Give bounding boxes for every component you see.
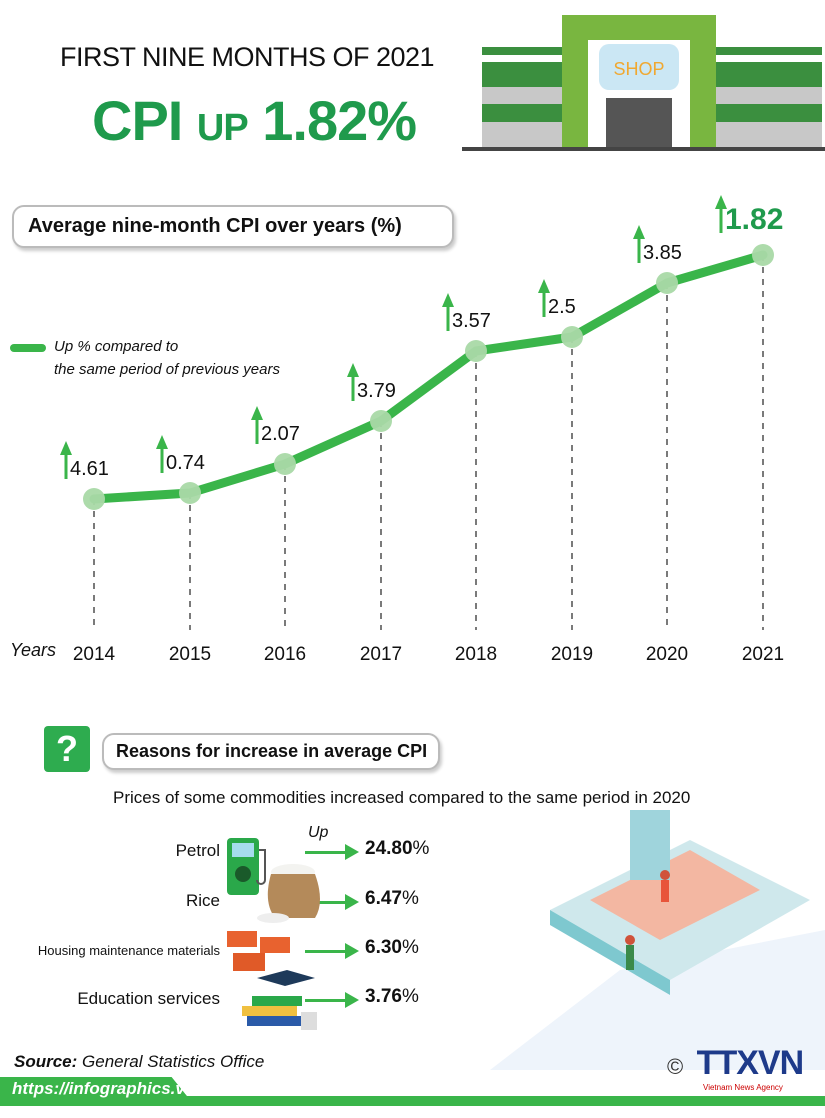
copyright-symbol: © <box>667 1054 683 1079</box>
website-link[interactable]: https://infographics.vn <box>12 1079 196 1098</box>
source-label: Source: <box>14 1052 78 1071</box>
value-unit: % <box>401 888 419 909</box>
data-label: 3.79 <box>357 380 396 402</box>
up-arrow-head-icon <box>538 279 550 293</box>
commodity-value: 6.47% <box>365 888 419 910</box>
data-point <box>752 244 774 266</box>
data-label: 3.57 <box>452 310 491 332</box>
up-arrow-head-icon <box>251 406 263 420</box>
data-label: 3.85 <box>643 242 682 264</box>
x-tick-label: 2015 <box>169 644 211 665</box>
headline: CPI UP 1.82% <box>92 88 417 153</box>
legend-line-2: the same period of previous years <box>54 361 280 378</box>
up-arrow-head-icon <box>156 435 168 449</box>
x-axis-label: Years <box>10 640 57 660</box>
line-chart: 2014 2015 2016 2017 2018 2019 2020 2021 4.61 0.74… <box>60 195 784 665</box>
commodity-row: Petrol 24.80% <box>0 838 450 868</box>
value-unit: % <box>412 838 430 859</box>
data-label: 4.61 <box>70 458 109 480</box>
headline-value: 1.82% <box>262 89 417 152</box>
commodity-row: Education services 3.76% <box>0 986 450 1016</box>
reasons-title: Reasons for increase in average CPI <box>102 733 440 770</box>
series-line <box>89 250 768 504</box>
value-unit: % <box>401 986 419 1007</box>
up-arrow-head-icon <box>442 293 454 307</box>
supermarket-illustration <box>490 810 825 1070</box>
data-point <box>465 340 487 362</box>
commodity-value: 6.30% <box>365 937 419 959</box>
books-graduation-cap-icon <box>242 970 317 1030</box>
logo-subtitle: Vietnam News Agency <box>703 1083 783 1092</box>
commodity-name: Rice <box>185 891 220 910</box>
x-tick-label: 2017 <box>360 644 402 665</box>
kicker: FIRST NINE MONTHS OF 2021 <box>60 42 435 72</box>
shop-illustration: SHOP <box>462 15 825 151</box>
x-tick-label: 2018 <box>455 644 497 665</box>
headline-cpi: CPI <box>92 89 183 152</box>
arrow-right-icon <box>305 894 359 910</box>
value-number: 6.30 <box>365 937 402 958</box>
bricks-icon <box>227 931 290 971</box>
commodity-name: Housing maintenance materials <box>37 943 220 958</box>
data-point <box>83 488 105 510</box>
rice-sack-icon <box>257 864 320 923</box>
commodity-name: Education services <box>77 989 220 1008</box>
data-point <box>561 326 583 348</box>
arrow-right-icon <box>305 992 359 1008</box>
question-mark-icon: ? <box>44 726 90 772</box>
shop-sign: SHOP <box>613 59 664 79</box>
commodity-value: 3.76% <box>365 986 419 1008</box>
x-tick-label: 2014 <box>73 644 116 665</box>
logo-text: TTXVN <box>696 1044 804 1082</box>
data-label: 1.82 <box>725 203 783 236</box>
data-label: 2.07 <box>261 423 300 445</box>
value-number: 3.76 <box>365 986 402 1007</box>
value-number: 24.80 <box>365 838 413 859</box>
source: Source: General Statistics Office <box>14 1052 264 1072</box>
up-arrow-head-icon <box>633 225 645 239</box>
legend-swatch <box>10 344 46 352</box>
commodity-row: Rice 6.47% <box>0 888 450 918</box>
up-arrow-head-icon <box>60 441 72 455</box>
value-unit: % <box>401 937 419 958</box>
data-point <box>179 482 201 504</box>
reasons-subtitle: Prices of some commodities increased com… <box>113 788 691 807</box>
ttxvn-logo: © TTXVN <box>667 1044 804 1082</box>
up-arrow-head-icon <box>347 363 359 377</box>
data-label: 0.74 <box>166 452 205 474</box>
chart-title: Average nine-month CPI over years (%) <box>12 205 454 248</box>
data-label: 2.5 <box>548 296 576 318</box>
x-tick-label: 2019 <box>551 644 593 665</box>
x-tick-label: 2016 <box>264 644 306 665</box>
arrow-right-icon <box>305 844 359 860</box>
legend-line-1: Up % compared to <box>54 338 179 355</box>
data-point <box>274 453 296 475</box>
data-point <box>656 272 678 294</box>
fuel-pump-icon <box>227 838 266 895</box>
commodity-row: Housing maintenance materials 6.30% <box>0 937 450 967</box>
commodity-name: Petrol <box>175 841 220 860</box>
arrow-right-icon <box>305 943 359 959</box>
legend: Up % compared to the same period of prev… <box>10 335 280 381</box>
value-number: 6.47 <box>365 888 402 909</box>
headline-up: UP <box>196 107 249 149</box>
data-point <box>370 410 392 432</box>
x-tick-label: 2021 <box>742 644 784 665</box>
up-label: Up <box>308 824 329 841</box>
footer-tab <box>0 1077 195 1106</box>
source-name: General Statistics Office <box>82 1052 265 1071</box>
footer-bar <box>0 1096 825 1106</box>
commodity-value: 24.80% <box>365 838 429 860</box>
x-tick-label: 2020 <box>646 644 688 665</box>
up-arrow-head-icon <box>715 195 727 209</box>
